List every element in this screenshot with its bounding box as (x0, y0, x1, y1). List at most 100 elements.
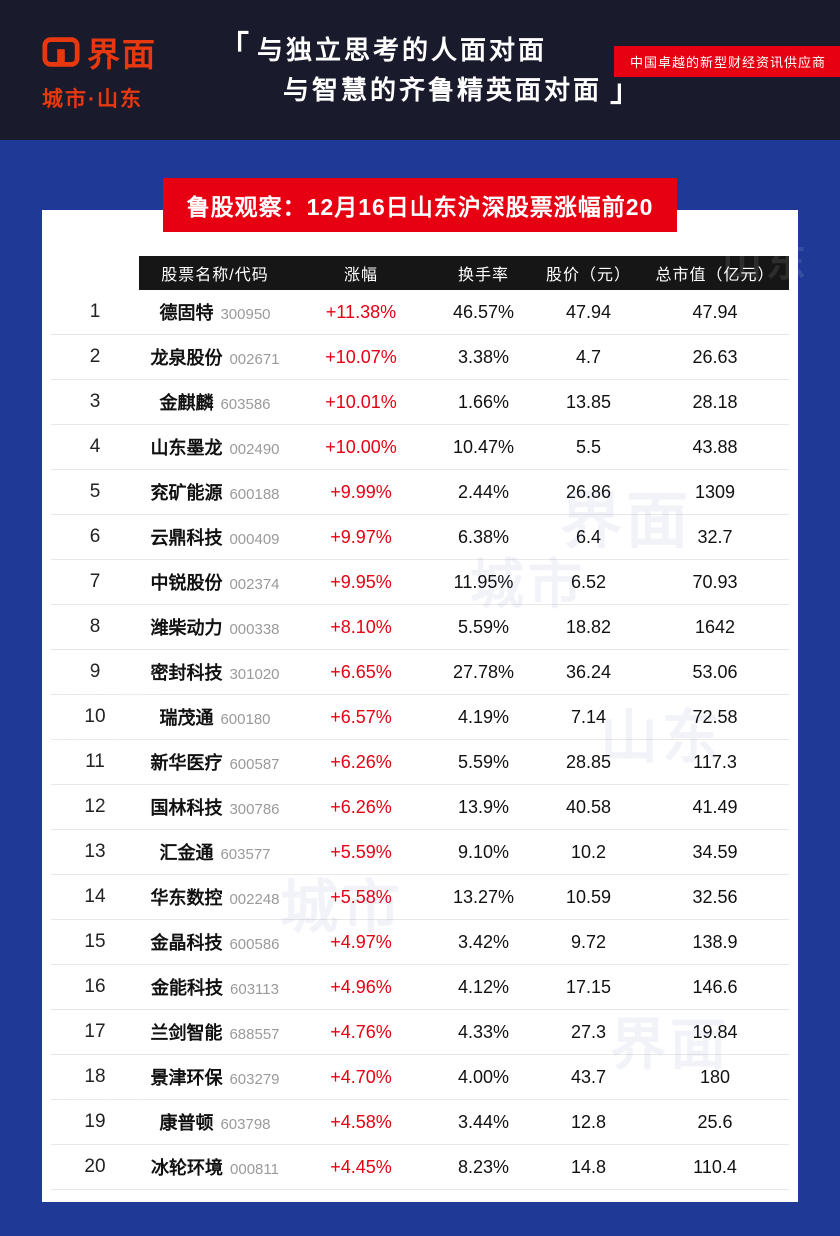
stock-name: 德固特 (159, 303, 214, 323)
marketcap-cell: 26.63 (692, 346, 738, 367)
stock-name: 金晶科技 (150, 933, 223, 953)
marketcap-cell: 180 (699, 1066, 731, 1087)
table-row: 10 瑞茂通 600180 +6.57% 4.19% 7.14 72.58 (51, 695, 789, 740)
rank-cell: 14 (84, 886, 106, 907)
turnover-cell: 5.59% (457, 751, 510, 772)
rank-cell: 10 (84, 706, 106, 727)
provider-badge: 中国卓越的新型财经资讯供应商 (613, 46, 840, 77)
rank-column-spacer (51, 256, 139, 290)
rank-cell: 15 (84, 931, 106, 952)
stock-name: 景津环保 (150, 1068, 223, 1088)
rank-cell: 3 (89, 391, 101, 412)
stock-code: 002490 (229, 441, 280, 458)
table-row: 4 山东墨龙 002490 +10.00% 10.47% 5.5 43.88 (51, 425, 789, 470)
marketcap-cell: 34.59 (692, 841, 738, 862)
name-cell: 兖矿能源 600188 (139, 479, 291, 505)
price-cell: 13.85 (565, 391, 612, 412)
table-row: 18 景津环保 603279 +4.70% 4.00% 43.7 180 (51, 1055, 789, 1100)
marketcap-cell: 43.88 (692, 436, 738, 457)
column-price: 股价（元） (536, 256, 641, 290)
brand-logo: 界面 城市·山东 (42, 28, 157, 113)
table-row: 6 云鼎科技 000409 +9.97% 6.38% 6.4 32.7 (51, 515, 789, 560)
change-cell: +6.26% (330, 796, 392, 817)
table-row: 19 康普顿 603798 +4.58% 3.44% 12.8 25.6 (51, 1100, 789, 1145)
rank-cell: 19 (84, 1111, 106, 1132)
marketcap-cell: 70.93 (692, 571, 738, 592)
marketcap-cell: 25.6 (697, 1111, 733, 1132)
marketcap-cell: 138.9 (692, 931, 738, 952)
slogan-bracket-open: 「 (219, 30, 249, 64)
table-title-banner: 鲁股观察：12月16日山东沪深股票涨幅前20 (162, 178, 678, 232)
price-cell: 43.7 (570, 1066, 607, 1087)
stock-name: 汇金通 (159, 843, 214, 863)
stock-code: 600586 (229, 936, 280, 953)
marketcap-cell: 19.84 (692, 1021, 738, 1042)
change-cell: +5.58% (330, 886, 392, 907)
name-cell: 康普顿 603798 (139, 1109, 291, 1135)
stock-name: 金麒麟 (159, 393, 214, 413)
price-cell: 12.8 (570, 1111, 607, 1132)
name-cell: 金麒麟 603586 (139, 389, 291, 415)
marketcap-cell: 72.58 (692, 706, 738, 727)
stock-code: 300786 (229, 801, 280, 818)
turnover-cell: 2.44% (457, 481, 510, 502)
name-cell: 金能科技 603113 (139, 974, 291, 1000)
stock-name: 中锐股份 (150, 573, 223, 593)
price-cell: 26.86 (565, 481, 612, 502)
stock-code: 600180 (220, 711, 271, 728)
stock-name: 国林科技 (150, 798, 223, 818)
stock-name: 冰轮环境 (151, 1158, 224, 1178)
marketcap-cell: 32.56 (692, 886, 738, 907)
turnover-cell: 27.78% (452, 661, 515, 682)
rank-cell: 2 (89, 346, 101, 367)
stock-code: 688557 (229, 1026, 280, 1043)
name-cell: 山东墨龙 002490 (139, 434, 291, 460)
stock-name: 瑞茂通 (159, 708, 214, 728)
price-cell: 5.5 (575, 436, 602, 457)
jiemian-logo-icon (42, 36, 80, 67)
rank-cell: 9 (89, 661, 101, 682)
name-cell: 德固特 300950 (139, 299, 291, 325)
price-cell: 4.7 (575, 346, 602, 367)
name-cell: 龙泉股份 002671 (139, 344, 291, 370)
stock-name: 山东墨龙 (150, 438, 223, 458)
brand-name: 界面 (87, 35, 157, 73)
name-cell: 华东数控 002248 (139, 884, 291, 910)
turnover-cell: 1.66% (457, 391, 510, 412)
table-row: 8 潍柴动力 000338 +8.10% 5.59% 18.82 1642 (51, 605, 789, 650)
table-row: 2 龙泉股份 002671 +10.07% 3.38% 4.7 26.63 (51, 335, 789, 380)
stock-name: 华东数控 (150, 888, 223, 908)
stock-name: 龙泉股份 (150, 348, 223, 368)
rank-cell: 17 (84, 1021, 106, 1042)
marketcap-cell: 47.94 (692, 301, 738, 322)
marketcap-cell: 53.06 (692, 661, 738, 682)
change-cell: +6.26% (330, 751, 392, 772)
change-cell: +10.07% (325, 346, 397, 367)
stock-code: 600587 (229, 756, 280, 773)
stock-code: 002671 (229, 351, 280, 368)
turnover-cell: 13.27% (452, 886, 515, 907)
rank-cell: 13 (84, 841, 106, 862)
stock-code: 301020 (229, 666, 280, 683)
price-cell: 10.59 (565, 886, 612, 907)
turnover-cell: 10.47% (452, 436, 515, 457)
turnover-cell: 4.12% (457, 976, 510, 997)
change-cell: +10.01% (325, 391, 397, 412)
table-row: 13 汇金通 603577 +5.59% 9.10% 10.2 34.59 (51, 830, 789, 875)
table-body: 1 德固特 300950 +11.38% 46.57% 47.94 47.94 2… (42, 290, 798, 1190)
change-cell: +6.65% (330, 661, 392, 682)
brand-region: 城市·山东 (42, 87, 143, 111)
turnover-cell: 8.23% (457, 1156, 510, 1177)
price-cell: 27.3 (570, 1021, 607, 1042)
stock-code: 603113 (230, 981, 279, 998)
stock-code: 603798 (220, 1116, 271, 1133)
stock-code: 300950 (220, 306, 271, 323)
price-cell: 47.94 (565, 301, 612, 322)
top-header: 界面 城市·山东 「 与独立思考的人面对面 与智慧的齐鲁精英面对面 」 中国卓越… (0, 0, 840, 140)
marketcap-cell: 28.18 (692, 391, 738, 412)
turnover-cell: 11.95% (453, 571, 514, 592)
slogan: 「 与独立思考的人面对面 与智慧的齐鲁精英面对面 」 (219, 30, 640, 111)
rank-cell: 7 (89, 571, 101, 592)
slogan-line-1: 与独立思考的人面对面 (257, 34, 548, 65)
table-row: 17 兰剑智能 688557 +4.76% 4.33% 27.3 19.84 (51, 1010, 789, 1055)
